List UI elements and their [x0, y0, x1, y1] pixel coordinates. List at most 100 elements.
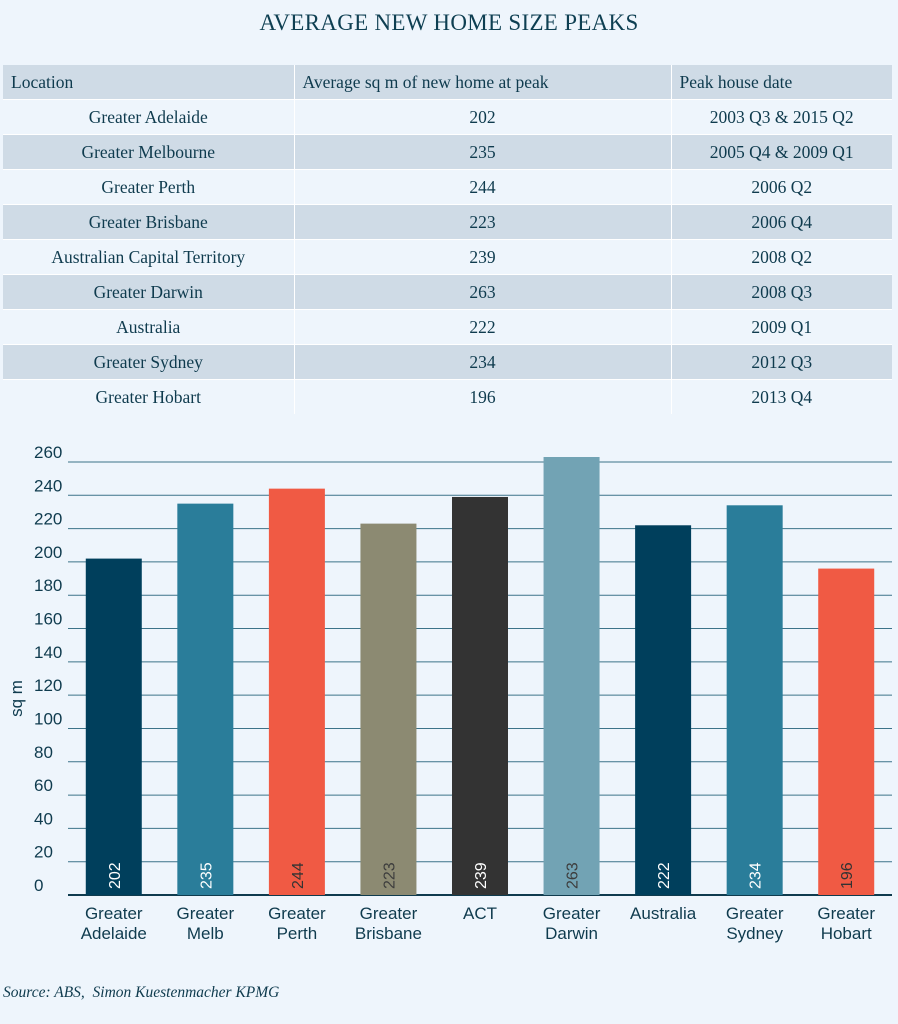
- x-tick-label-line: ACT: [463, 904, 497, 923]
- y-tick-label: 100: [34, 709, 62, 728]
- x-tick-label: Greater Perth: [268, 904, 326, 943]
- bar-data-label: 223: [381, 862, 398, 889]
- cell-peak-date: 2013 Q4: [751, 386, 813, 407]
- bar-data-label: 239: [473, 862, 490, 889]
- cell-peak-date: 2008 Q3: [751, 281, 813, 302]
- cell-location: Greater Brisbane: [3, 204, 295, 240]
- bar: [360, 523, 417, 895]
- bar-data-label: 235: [198, 862, 215, 889]
- cell-average-size: 263: [294, 274, 672, 310]
- cell-location: Greater Hobart: [3, 379, 295, 414]
- x-tick-label: Greater Melb: [177, 904, 235, 943]
- cell-peak-date: 2008 Q2: [751, 246, 813, 267]
- cell-location: Greater Melbourne: [3, 134, 295, 170]
- bar: [85, 558, 142, 895]
- bar: [177, 503, 234, 895]
- cell-location: Greater Adelaide: [3, 99, 295, 135]
- cell-average-size: 223: [294, 204, 672, 240]
- table-row: Greater Darwin 263 2008 Q3: [3, 274, 892, 310]
- y-tick-label: 120: [34, 676, 62, 695]
- x-tick-label-line: Greater: [85, 904, 143, 923]
- bar-data-label: 234: [748, 862, 765, 889]
- y-tick-label: 260: [34, 443, 62, 462]
- y-tick-label: 20: [34, 843, 53, 862]
- cell-peak-date: 2006 Q4: [751, 211, 813, 232]
- table-row: Greater Sydney 234 2012 Q3: [3, 344, 892, 380]
- x-tick-label: ACT: [463, 904, 497, 923]
- cell-average-size: 222: [294, 309, 672, 345]
- y-tick-label: 40: [34, 809, 53, 828]
- bar-data-label: 222: [656, 862, 673, 889]
- x-tick-label-line: Greater: [543, 904, 601, 923]
- bar-data-label: 196: [839, 862, 856, 889]
- cell-location: Australian Capital Territory: [3, 239, 295, 275]
- table-header-row: Location Average sq m of new home at pea…: [3, 65, 892, 100]
- column-header-average-size: Average sq m of new home at peak: [294, 65, 672, 100]
- y-tick-label: 160: [34, 610, 62, 629]
- cell-location: Greater Darwin: [3, 274, 295, 310]
- cell-average-size: 202: [294, 99, 672, 135]
- x-tick-label-line: Sydney: [726, 924, 783, 943]
- source-note: Source: ABS, Simon Kuestenmacher KPMG: [3, 984, 280, 1001]
- bar-data-label: 202: [107, 862, 124, 889]
- y-tick-label: 240: [34, 476, 62, 495]
- cell-average-size: 244: [294, 169, 672, 205]
- x-tick-label-line: Australia: [630, 904, 697, 923]
- y-tick-label: 200: [34, 543, 62, 562]
- table-row: Greater Hobart 196 2013 Q4: [3, 379, 892, 414]
- bar: [452, 496, 508, 895]
- x-tick-label: Greater Brisbane: [355, 904, 422, 943]
- y-tick-label: 140: [34, 643, 62, 662]
- bar: [268, 488, 325, 895]
- column-header-peak-date: Peak house date: [679, 71, 793, 92]
- table-row: Greater Brisbane 223 2006 Q4: [3, 204, 892, 240]
- x-tick-label-line: Greater: [726, 904, 784, 923]
- y-tick-label: 180: [34, 576, 62, 595]
- y-tick-label: 80: [34, 743, 53, 762]
- x-tick-label: Greater Darwin: [543, 904, 601, 943]
- cell-peak-date: 2005 Q4 & 2009 Q1: [709, 141, 854, 162]
- bar: [726, 505, 783, 895]
- x-tick-label-line: Greater: [268, 904, 326, 923]
- x-tick-label: Greater Adelaide: [81, 904, 147, 943]
- table-row: Greater Melbourne 235 2005 Q4 & 2009 Q1: [3, 134, 892, 170]
- table-row: Greater Adelaide 202 2003 Q3 & 2015 Q2: [3, 99, 892, 135]
- bar: [635, 525, 692, 895]
- y-tick-label: 220: [34, 510, 62, 529]
- cell-location: Australia: [3, 309, 295, 345]
- x-tick-label-line: Hobart: [821, 924, 872, 943]
- x-tick-label-line: Greater: [360, 904, 418, 923]
- peaks-table: Location Average sq m of new home at pea…: [3, 65, 892, 414]
- bar: [543, 457, 600, 895]
- cell-peak-date: 2009 Q1: [751, 316, 813, 337]
- x-tick-label-line: Greater: [177, 904, 235, 923]
- bar-chart: 0 20 40 60 80 100 120 140 160 180 200 220 240 260 sq m…: [7, 443, 892, 943]
- x-tick-label-line: Perth: [277, 924, 318, 943]
- bar-data-label: 244: [290, 862, 307, 889]
- cell-average-size: 239: [294, 239, 672, 275]
- y-tick-label: 0: [34, 876, 43, 895]
- cell-peak-date: 2012 Q3: [751, 351, 813, 372]
- column-header-location: Location: [3, 65, 295, 100]
- cell-peak-date: 2006 Q2: [751, 176, 813, 197]
- x-tick-label: Greater Sydney: [726, 904, 784, 943]
- cell-location: Greater Sydney: [3, 344, 295, 380]
- table-row: Australia 222 2009 Q1: [3, 309, 892, 345]
- x-tick-label: Australia: [630, 904, 697, 923]
- table-row: Australian Capital Territory 239 2008 Q2: [3, 239, 892, 275]
- x-tick-label-line: Greater: [817, 904, 875, 923]
- x-tick-label: Greater Hobart: [817, 904, 875, 943]
- table-row: Greater Perth 244 2006 Q2: [3, 169, 892, 205]
- x-tick-label-line: Adelaide: [81, 924, 147, 943]
- x-tick-label-line: Brisbane: [355, 924, 422, 943]
- cell-location: Greater Perth: [3, 169, 295, 205]
- cell-average-size: 234: [294, 344, 672, 380]
- x-tick-label-line: Darwin: [545, 924, 598, 943]
- cell-average-size: 196: [294, 379, 672, 414]
- x-tick-label-line: Melb: [187, 924, 224, 943]
- y-axis-label: sq m: [7, 680, 26, 717]
- chart-title: AVERAGE NEW HOME SIZE PEAKS: [259, 10, 639, 35]
- cell-average-size: 235: [294, 134, 672, 170]
- bar-data-label: 263: [565, 862, 582, 889]
- y-tick-label: 60: [34, 776, 53, 795]
